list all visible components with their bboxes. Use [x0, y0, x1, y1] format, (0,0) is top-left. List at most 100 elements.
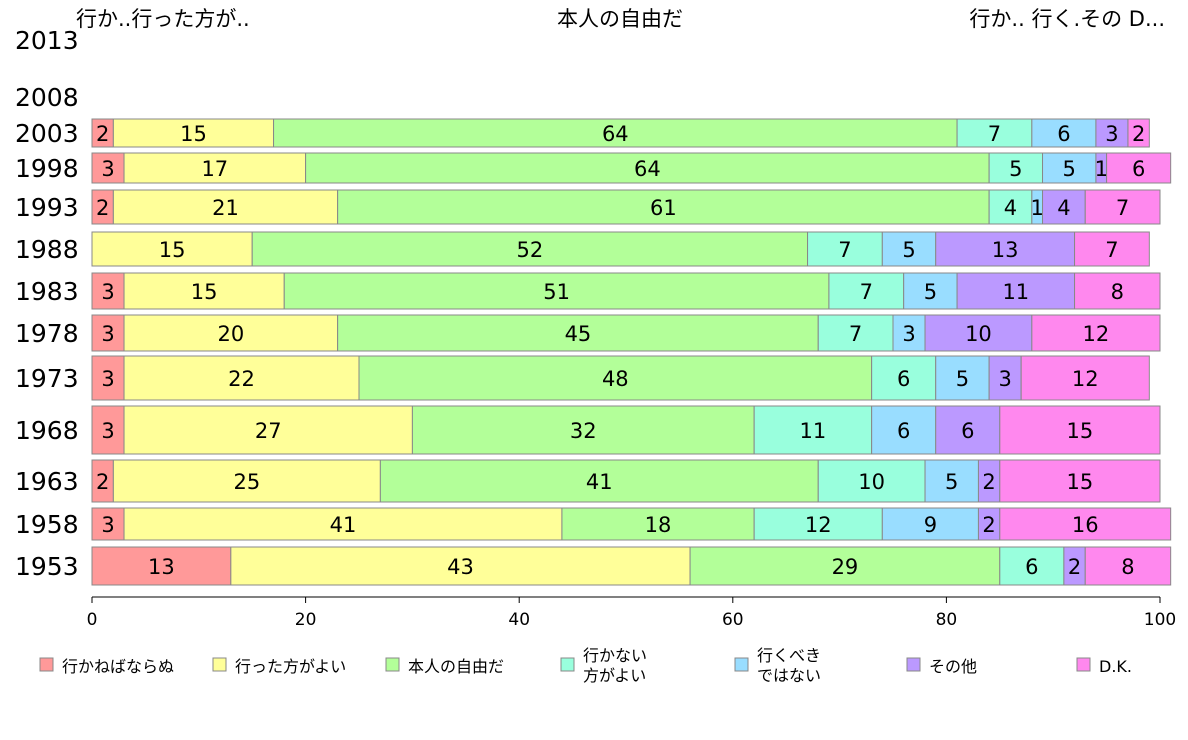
data-label: 43 [447, 555, 474, 579]
data-label: 15 [191, 280, 218, 304]
data-label: 64 [634, 157, 661, 181]
category-label: 1988 [15, 235, 79, 264]
category-label: 2008 [15, 83, 79, 112]
data-label: 5 [945, 470, 958, 494]
category-label: 1963 [15, 467, 79, 496]
data-label: 6 [1025, 555, 1038, 579]
data-label: 12 [805, 513, 832, 537]
data-label: 4 [1057, 196, 1070, 220]
data-label: 29 [832, 555, 859, 579]
bar-segment [871, 355, 937, 401]
bar-segment [91, 231, 253, 267]
data-label: 3 [101, 322, 114, 346]
data-label: 3 [101, 280, 114, 304]
bar-segment [112, 118, 275, 148]
bar-segment [1074, 231, 1150, 267]
data-label: 6 [897, 419, 910, 443]
category-label: 1998 [15, 154, 79, 183]
data-label: 4 [1004, 196, 1017, 220]
bar-segment [91, 355, 125, 401]
data-label: 9 [924, 513, 937, 537]
category-label: 2003 [15, 119, 79, 148]
bar-segment [230, 546, 691, 586]
bar-segment [91, 405, 125, 455]
legend-swatch [212, 657, 227, 672]
bar-segment [753, 507, 883, 541]
legend-label: 行かねばならぬ [62, 657, 174, 676]
data-label: 41 [586, 470, 613, 494]
bar-segment [411, 405, 755, 455]
data-label: 51 [543, 280, 570, 304]
data-label: 7 [988, 122, 1001, 146]
bar-segment [91, 546, 232, 586]
bar-segment [91, 152, 125, 184]
data-label: 18 [645, 513, 672, 537]
bar-segment [305, 152, 990, 184]
data-label: 15 [159, 238, 186, 262]
data-label: 3 [101, 367, 114, 391]
bar-segment [935, 405, 1001, 455]
bar-segment [337, 189, 990, 225]
category-label: 1978 [15, 319, 79, 348]
bar-segment [123, 355, 360, 401]
data-label: 7 [1116, 196, 1129, 220]
bar-segment [123, 152, 307, 184]
legend-label: 行った方がよい [235, 657, 346, 676]
x-tick-label: 0 [87, 610, 98, 630]
data-label: 2 [1068, 555, 1081, 579]
data-label: 7 [849, 322, 862, 346]
data-label: 10 [965, 322, 992, 346]
bar-segment [828, 272, 905, 310]
bar-segment [892, 314, 926, 352]
legend-swatch [385, 657, 400, 672]
data-label: 52 [517, 238, 544, 262]
data-label: 61 [650, 196, 677, 220]
legend-swatch [560, 657, 575, 672]
bar-segment [273, 118, 958, 148]
data-label: 15 [1067, 470, 1094, 494]
data-label: 41 [330, 513, 357, 537]
bar-segment [123, 405, 413, 455]
bar-segment [251, 231, 809, 267]
bar-segment [1127, 118, 1150, 148]
bar-segment [956, 118, 1033, 148]
data-label: 10 [858, 470, 885, 494]
x-tick-label: 20 [295, 610, 317, 630]
data-label: 48 [602, 367, 629, 391]
data-label: 6 [1132, 157, 1145, 181]
legend-label: D.K. [1099, 657, 1132, 676]
data-label: 3 [101, 513, 114, 537]
bar-segment [112, 189, 339, 225]
x-tick-label: 60 [722, 610, 744, 630]
bar-segment [903, 272, 958, 310]
legend-label: 行かない方がよい [583, 646, 647, 685]
category-label: 1973 [15, 364, 79, 393]
data-label: 25 [233, 470, 260, 494]
bar-segment [999, 459, 1161, 503]
data-label: 22 [228, 367, 255, 391]
data-label: 13 [148, 555, 175, 579]
top-label-center: 本人の自由だ [557, 7, 683, 31]
bar-segment [753, 405, 873, 455]
bar-segment [935, 355, 990, 401]
data-label: 13 [992, 238, 1019, 262]
data-label: 2 [96, 196, 109, 220]
data-label: 17 [201, 157, 228, 181]
bar-segment [817, 459, 926, 503]
bar-segment [91, 272, 125, 310]
legend-label: 本人の自由だ [408, 657, 504, 676]
data-label: 8 [1111, 280, 1124, 304]
category-label: 1993 [15, 193, 79, 222]
data-label: 3 [902, 322, 915, 346]
bar-segment [358, 355, 873, 401]
top-label-right: 行か.. 行く.その D... [969, 7, 1165, 31]
bar-segment [123, 272, 285, 310]
bar-segment [1074, 272, 1161, 310]
bar-segment [112, 459, 381, 503]
bar-segment [1020, 355, 1150, 401]
data-label: 12 [1083, 322, 1110, 346]
bar-segment [935, 231, 1076, 267]
bar-segment [1042, 152, 1097, 184]
